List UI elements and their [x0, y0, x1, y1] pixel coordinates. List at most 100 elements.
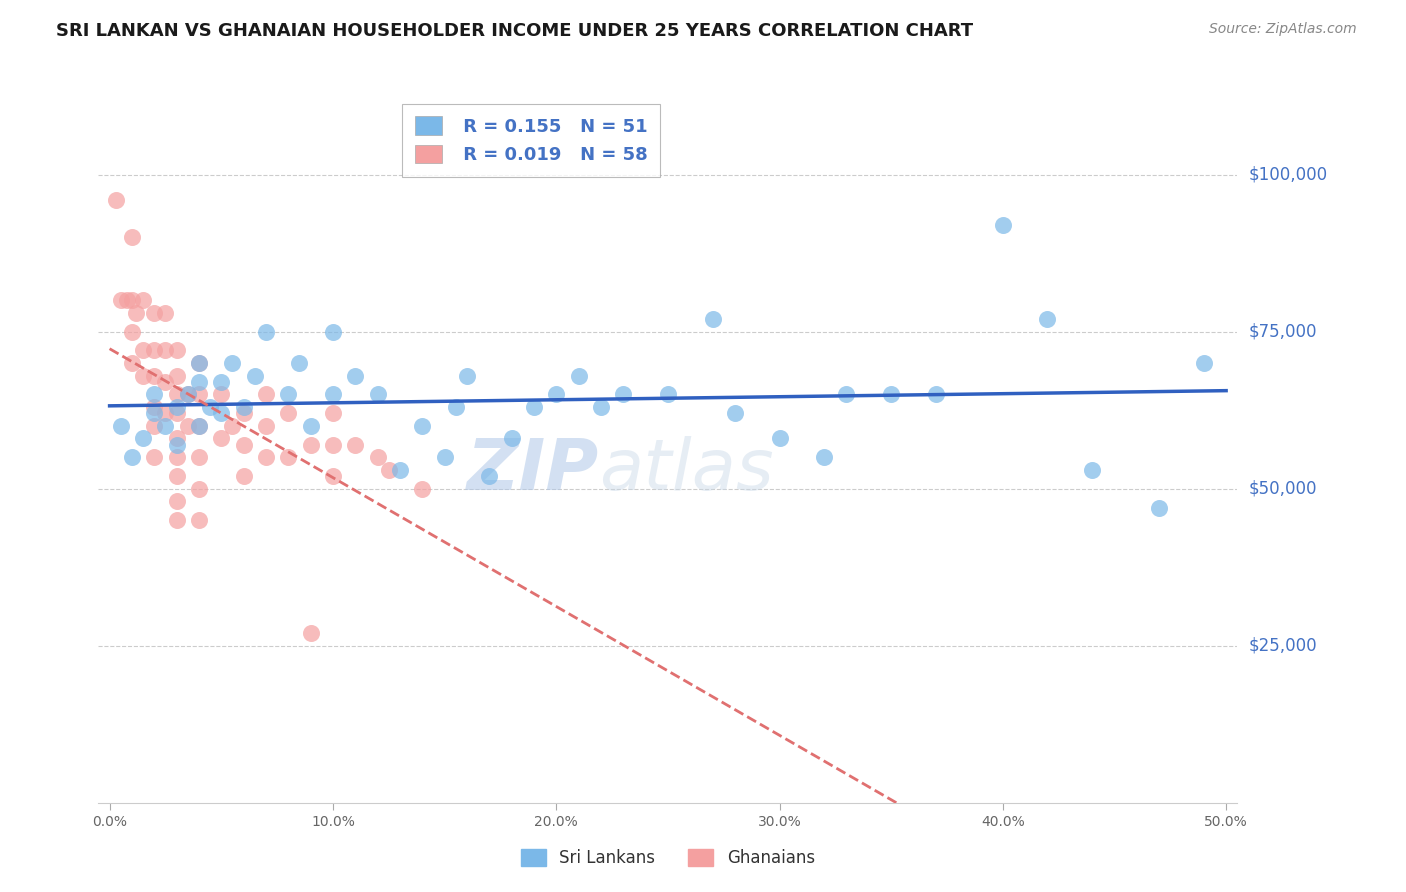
Point [143, 450, 166, 465]
Point [121, 325, 143, 339]
Point [702, 312, 724, 326]
Point [322, 387, 344, 401]
Point [166, 469, 188, 483]
Point [344, 438, 367, 452]
Point [117, 293, 139, 308]
Point [657, 387, 679, 401]
Point [187, 356, 209, 370]
Point [166, 387, 188, 401]
Point [835, 387, 858, 401]
Point [322, 406, 344, 420]
Point [813, 450, 835, 465]
Point [132, 343, 155, 358]
Point [187, 482, 209, 496]
Point [1036, 312, 1059, 326]
Point [209, 406, 232, 420]
Point [143, 400, 166, 414]
Point [411, 482, 433, 496]
Text: $25,000: $25,000 [1249, 637, 1317, 655]
Point [209, 375, 232, 389]
Point [143, 343, 166, 358]
Point [121, 450, 143, 465]
Point [187, 418, 209, 433]
Point [456, 368, 478, 383]
Point [143, 406, 166, 420]
Point [177, 418, 200, 433]
Point [232, 400, 254, 414]
Point [367, 450, 389, 465]
Point [209, 387, 232, 401]
Point [523, 400, 546, 414]
Point [143, 368, 166, 383]
Point [277, 450, 299, 465]
Point [121, 230, 143, 244]
Point [377, 463, 399, 477]
Point [198, 400, 221, 414]
Point [546, 387, 568, 401]
Point [125, 306, 148, 320]
Point [1192, 356, 1215, 370]
Point [166, 450, 188, 465]
Point [187, 375, 209, 389]
Text: $50,000: $50,000 [1249, 480, 1317, 498]
Point [155, 343, 177, 358]
Point [433, 450, 456, 465]
Point [322, 469, 344, 483]
Point [501, 431, 523, 445]
Point [155, 418, 177, 433]
Point [132, 431, 155, 445]
Point [444, 400, 467, 414]
Point [589, 400, 612, 414]
Point [177, 387, 200, 401]
Point [254, 450, 277, 465]
Point [567, 368, 589, 383]
Legend: Sri Lankans, Ghanaians: Sri Lankans, Ghanaians [515, 842, 821, 874]
Point [155, 406, 177, 420]
Point [367, 387, 389, 401]
Point [155, 306, 177, 320]
Point [232, 438, 254, 452]
Point [187, 356, 209, 370]
Point [132, 293, 155, 308]
Point [166, 400, 188, 414]
Point [166, 438, 188, 452]
Point [187, 450, 209, 465]
Point [121, 293, 143, 308]
Point [143, 306, 166, 320]
Point [166, 431, 188, 445]
Point [221, 356, 243, 370]
Point [299, 626, 322, 640]
Point [344, 368, 367, 383]
Point [880, 387, 903, 401]
Text: ZIP: ZIP [467, 436, 599, 505]
Point [166, 343, 188, 358]
Point [110, 418, 132, 433]
Point [612, 387, 634, 401]
Point [166, 494, 188, 508]
Text: $75,000: $75,000 [1249, 323, 1317, 341]
Point [187, 513, 209, 527]
Point [322, 438, 344, 452]
Point [221, 418, 243, 433]
Point [724, 406, 747, 420]
Point [209, 431, 232, 445]
Point [166, 368, 188, 383]
Point [991, 218, 1014, 232]
Point [299, 418, 322, 433]
Point [155, 375, 177, 389]
Point [177, 387, 200, 401]
Point [232, 406, 254, 420]
Point [1147, 500, 1170, 515]
Point [299, 438, 322, 452]
Point [254, 325, 277, 339]
Point [143, 418, 166, 433]
Point [388, 463, 411, 477]
Point [166, 406, 188, 420]
Point [277, 406, 299, 420]
Point [254, 387, 277, 401]
Point [254, 418, 277, 433]
Point [288, 356, 311, 370]
Point [143, 387, 166, 401]
Point [105, 193, 128, 207]
Text: SRI LANKAN VS GHANAIAN HOUSEHOLDER INCOME UNDER 25 YEARS CORRELATION CHART: SRI LANKAN VS GHANAIAN HOUSEHOLDER INCOM… [56, 22, 973, 40]
